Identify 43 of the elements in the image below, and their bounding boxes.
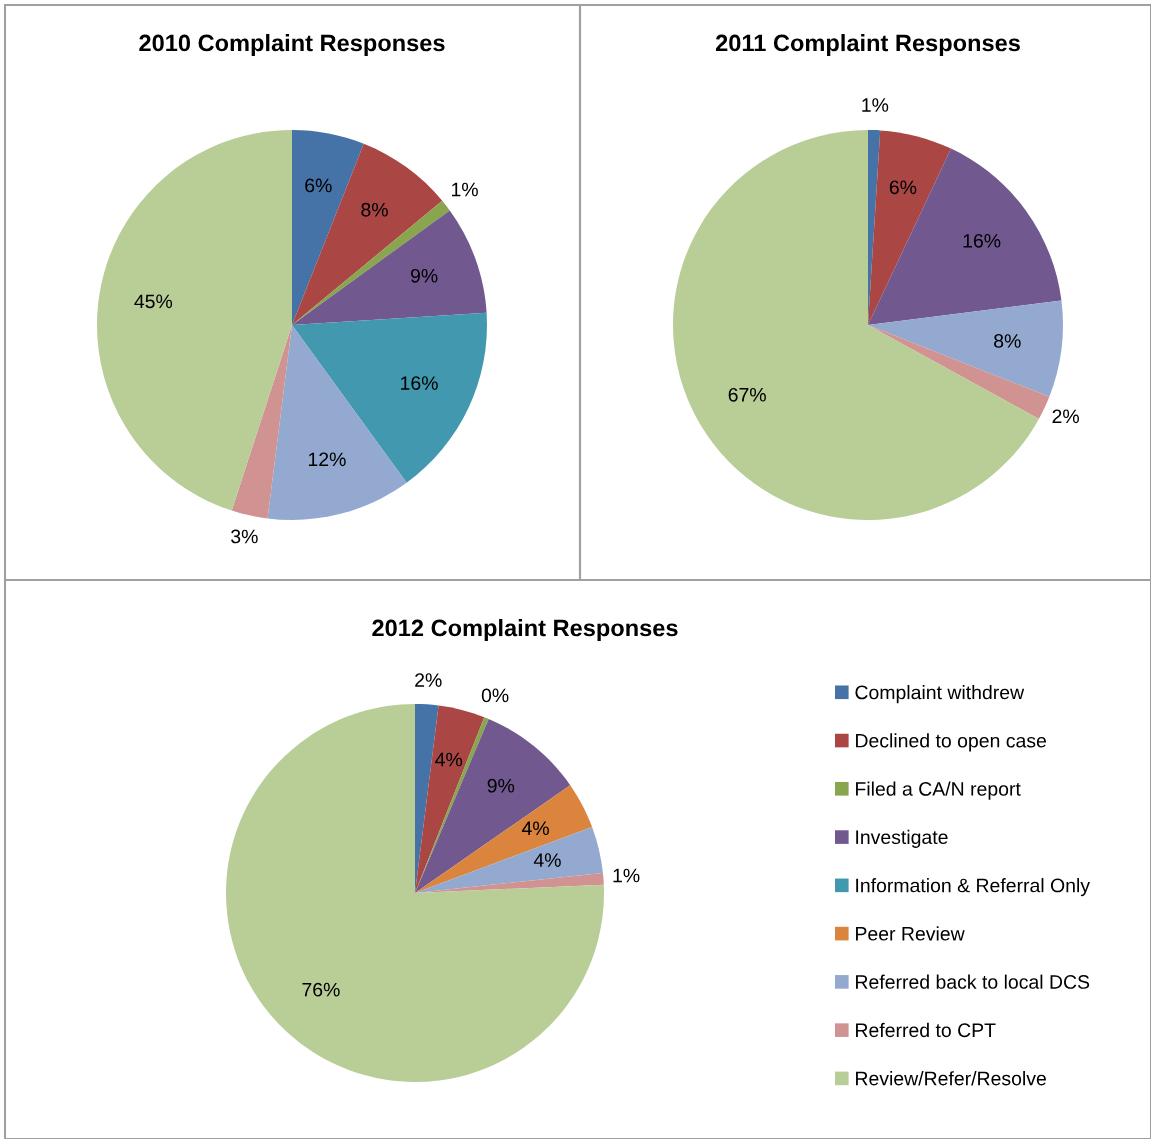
data-label: 1% (452, 182, 478, 197)
data-label: 9% (410, 268, 438, 283)
data-label: 6% (889, 180, 917, 195)
data-label: 4% (435, 752, 463, 767)
data-label: 1% (862, 98, 889, 112)
legend-label: Peer Review (856, 926, 965, 941)
pie-slice (673, 130, 1039, 520)
data-label: 8% (361, 202, 388, 217)
data-label: 4% (533, 853, 561, 867)
legend-label: Referred back to local DCS (856, 974, 1090, 989)
data-label: 45% (134, 294, 173, 309)
legend-label: Review/Refer/Resolve (856, 1071, 1046, 1086)
data-label: 76% (302, 982, 340, 997)
data-label: 2% (415, 673, 442, 687)
data-label: 3% (231, 529, 258, 544)
pie-slice (292, 312, 487, 483)
data-label: 6% (305, 178, 332, 193)
data-label: 0% (481, 688, 509, 703)
data-label: 16% (401, 376, 438, 390)
pie-slice (868, 325, 1050, 419)
chart-title: 2010 Complaint Responses (139, 34, 445, 56)
pie-slice (868, 300, 1063, 397)
data-label: 1% (613, 868, 640, 883)
chart-title: 2012 Complaint Responses (372, 618, 678, 641)
pie-slice (97, 130, 292, 511)
data-label: 12% (308, 452, 346, 467)
data-label: 67% (728, 387, 766, 402)
legend-label: Information & Referral Only (856, 878, 1090, 897)
data-label: 2% (1052, 409, 1079, 424)
data-label: 9% (487, 778, 515, 793)
chart-title: 2011 Complaint Responses (715, 34, 1020, 56)
pie-slice (231, 325, 292, 519)
pie-slice (292, 143, 443, 325)
data-label: 16% (963, 233, 1001, 248)
pie-slice (868, 148, 1062, 325)
pie-slice (868, 130, 952, 325)
legend-label: Referred to CPT (856, 1022, 996, 1038)
legend-label: Declined to open case (856, 733, 1046, 752)
data-label: 4% (521, 821, 549, 836)
data-label: 8% (994, 334, 1021, 348)
legend-label: Filed a CA/N report (856, 781, 1021, 800)
legend-label: Complaint withdrew (855, 685, 1025, 704)
legend-label: Investigate (856, 829, 948, 848)
